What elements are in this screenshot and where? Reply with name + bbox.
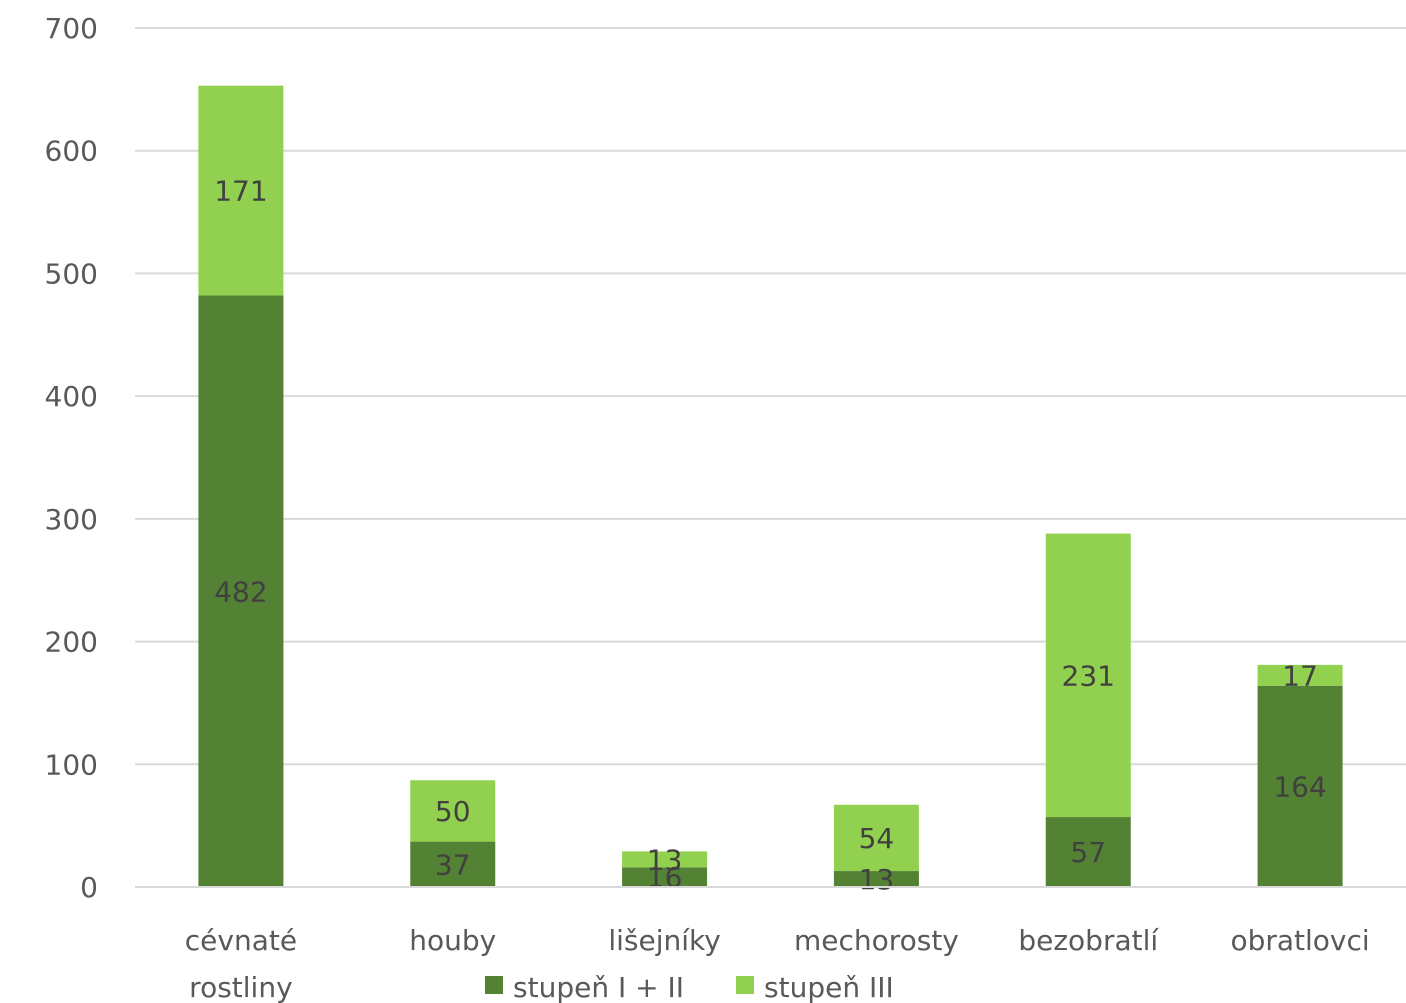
data-label: 231 (1062, 659, 1115, 692)
data-label: 164 (1273, 770, 1326, 803)
y-tick-label: 100 (45, 748, 98, 781)
x-category-label: cévnaté (185, 924, 297, 957)
y-tick-label: 300 (45, 503, 98, 536)
bar-segment (198, 295, 284, 887)
legend-swatch (736, 976, 754, 994)
legend-label: stupeň III (764, 971, 894, 1003)
bar-segment (410, 780, 496, 842)
bar-segment (1257, 685, 1343, 887)
x-category-label: lišejníky (608, 924, 720, 957)
legend-swatch (485, 976, 503, 994)
gridlines (135, 27, 1406, 888)
legend-label: stupeň I + II (513, 971, 684, 1003)
data-label: 54 (859, 822, 895, 855)
data-label: 13 (859, 863, 895, 896)
bar-segment (622, 851, 708, 868)
bar-segment (622, 867, 708, 887)
bar-segment (198, 85, 284, 296)
data-label: 37 (435, 848, 471, 881)
x-axis: cévnaté rostliny houby lišejníky mechorosty b… (135, 886, 1406, 1003)
y-tick-label: 400 (45, 380, 98, 413)
bars (198, 85, 1343, 887)
bar-segment (1257, 664, 1343, 686)
bar-segment (1045, 533, 1131, 818)
data-label: 50 (435, 795, 471, 828)
bar-segment (833, 871, 919, 887)
bar-segment (833, 804, 919, 872)
data-label: 13 (647, 843, 683, 876)
data-label: 171 (214, 175, 267, 208)
legend: stupeň I + II stupeň III (485, 971, 894, 1003)
x-category-label: bezobratlí (1018, 924, 1159, 957)
x-category-label: obratlovci (1230, 924, 1369, 957)
bar-segment (1045, 817, 1131, 887)
bar-segment (410, 841, 496, 887)
data-label: 57 (1070, 836, 1106, 869)
y-tick-label: 200 (45, 626, 98, 659)
y-tick-label: 500 (45, 257, 98, 290)
y-tick-label: 0 (80, 871, 98, 904)
data-label: 17 (1282, 659, 1318, 692)
y-tick-label: 600 (45, 135, 98, 168)
y-axis: 0 100 200 300 400 500 600 700 (45, 12, 98, 904)
data-label: 482 (214, 575, 267, 608)
x-category-label: mechorosty (794, 924, 959, 957)
data-label: 16 (647, 861, 683, 894)
y-tick-label: 700 (45, 12, 98, 45)
x-category-label: rostliny (189, 971, 292, 1003)
x-category-label: houby (409, 924, 496, 957)
